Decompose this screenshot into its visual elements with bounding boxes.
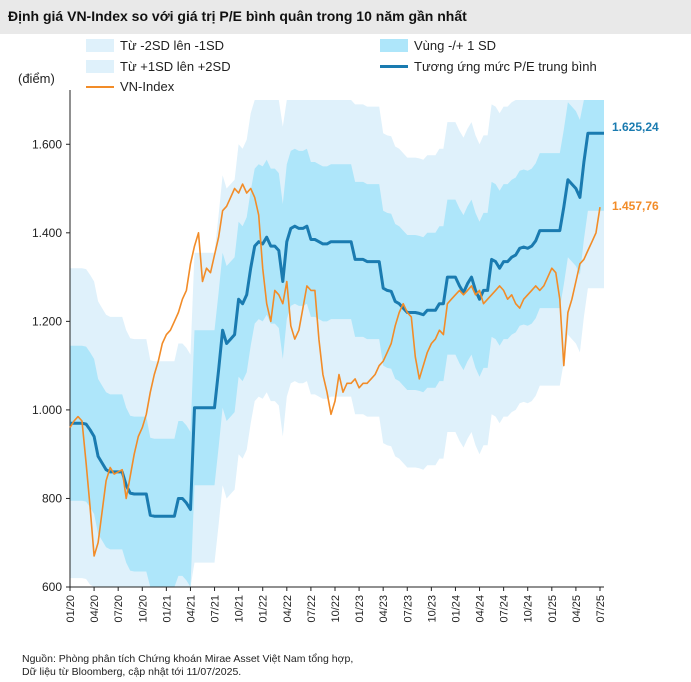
source-line-2: Dữ liệu từ Bloomberg, cập nhật tới 11/07…: [22, 666, 242, 678]
x-tick-label: 04/21: [185, 595, 197, 623]
x-tick-label: 01/24: [450, 595, 462, 623]
x-tick-label: 04/20: [89, 595, 101, 623]
source-note: Nguồn: Phòng phân tích Chứng khoán Mirae…: [22, 653, 353, 679]
legend-item-plus-2sd: Từ +1SD lên +2SD: [86, 59, 231, 74]
legend-item-vnindex: VN-Index: [86, 79, 174, 94]
x-tick-label: 04/22: [282, 595, 294, 623]
x-tick-label: 01/21: [161, 595, 173, 623]
legend-swatch-pe-line: [380, 65, 408, 68]
legend-label-minus-2sd: Từ -2SD lên -1SD: [120, 38, 225, 53]
end-label-vnindex: 1.457,76: [612, 199, 659, 213]
y-tick-label: 600: [42, 580, 62, 594]
x-tick-label: 10/24: [523, 595, 535, 623]
x-tick-label: 01/20: [65, 595, 77, 623]
y-tick-label: 1.600: [32, 137, 62, 151]
y-tick-label: 800: [42, 491, 62, 505]
x-tick-label: 07/25: [595, 595, 607, 623]
x-tick-label: 10/20: [137, 595, 149, 623]
x-tick-label: 01/25: [547, 595, 559, 623]
legend-swatch-vnindex: [86, 85, 114, 88]
legend-label-pe-line: Tương ứng mức P/E trung bình: [414, 59, 597, 74]
y-tick-label: 1.200: [32, 314, 62, 328]
legend-label-1sd: Vùng -/+ 1 SD: [414, 38, 497, 53]
source-line-1: Nguồn: Phòng phân tích Chứng khoán Mirae…: [22, 653, 354, 665]
x-tick-label: 01/23: [354, 595, 366, 623]
series-line-pe: [70, 131, 604, 518]
y-tick-label: 1.400: [32, 226, 62, 240]
legend-item-pe-line: Tương ứng mức P/E trung bình: [380, 59, 597, 74]
x-tick-label: 01/22: [258, 595, 270, 623]
legend-swatch-plus-2sd: [86, 60, 114, 73]
x-tick-label: 04/23: [378, 595, 390, 623]
y-tick-label: 1.000: [32, 403, 62, 417]
legend-swatch-1sd: [380, 39, 408, 52]
x-tick-label: 07/24: [499, 595, 511, 623]
x-tick-label: 07/23: [402, 595, 414, 623]
x-tick-label: 07/21: [210, 595, 222, 623]
x-tick-label: 04/25: [571, 595, 583, 623]
x-tick-label: 10/22: [330, 595, 342, 623]
legend-label-vnindex: VN-Index: [120, 79, 175, 94]
x-tick-label: 07/22: [306, 595, 318, 623]
legend-item-minus-2sd: Từ -2SD lên -1SD: [86, 38, 224, 53]
legend-label-plus-2sd: Từ +1SD lên +2SD: [120, 59, 231, 74]
title-band: [0, 0, 691, 34]
x-tick-label: 10/23: [426, 595, 438, 623]
series-line-vnindex: [69, 183, 601, 557]
legend-item-1sd: Vùng -/+ 1 SD: [380, 38, 496, 53]
sd-band-inner: [70, 100, 604, 587]
x-tick-label: 07/20: [113, 595, 125, 623]
x-tick-label: 10/21: [234, 595, 246, 623]
end-label-pe: 1.625,24: [612, 120, 659, 134]
chart-title: Định giá VN-Index so với giá trị P/E bìn…: [8, 8, 467, 24]
x-tick-label: 04/24: [475, 595, 487, 623]
legend-swatch-minus-2sd: [86, 39, 114, 52]
y-axis-unit-label: (điểm): [18, 71, 55, 86]
